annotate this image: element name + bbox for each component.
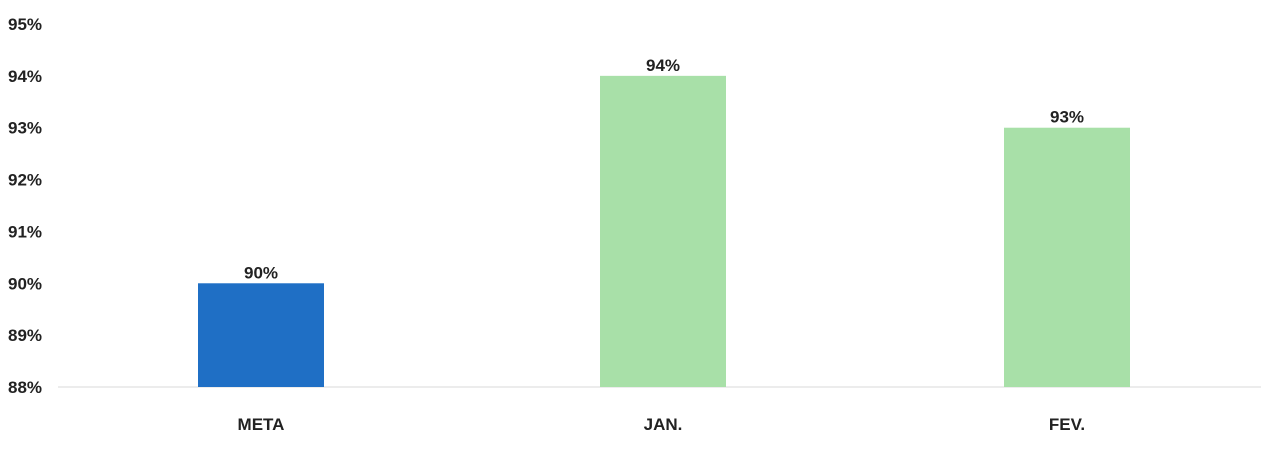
y-tick-label: 92% (8, 171, 42, 190)
x-axis: META JAN. FEV. (238, 415, 1086, 434)
bar-jan (600, 75, 726, 387)
x-category-label: JAN. (644, 415, 683, 434)
y-tick-label: 91% (8, 222, 42, 241)
y-tick-label: 93% (8, 119, 42, 138)
y-tick-label: 94% (8, 67, 42, 86)
data-label: 94% (646, 56, 680, 75)
data-label: 93% (1050, 108, 1084, 127)
y-tick-label: 89% (8, 326, 42, 345)
x-category-label: META (238, 415, 285, 434)
y-tick-label: 88% (8, 378, 42, 397)
data-label: 90% (244, 263, 278, 282)
bar-meta (198, 283, 324, 387)
bar-fev (1004, 127, 1130, 387)
y-tick-label: 95% (8, 15, 42, 34)
x-category-label: FEV. (1049, 415, 1085, 434)
y-tick-label: 90% (8, 274, 42, 293)
bars: 90% 94% 93% (198, 56, 1130, 387)
